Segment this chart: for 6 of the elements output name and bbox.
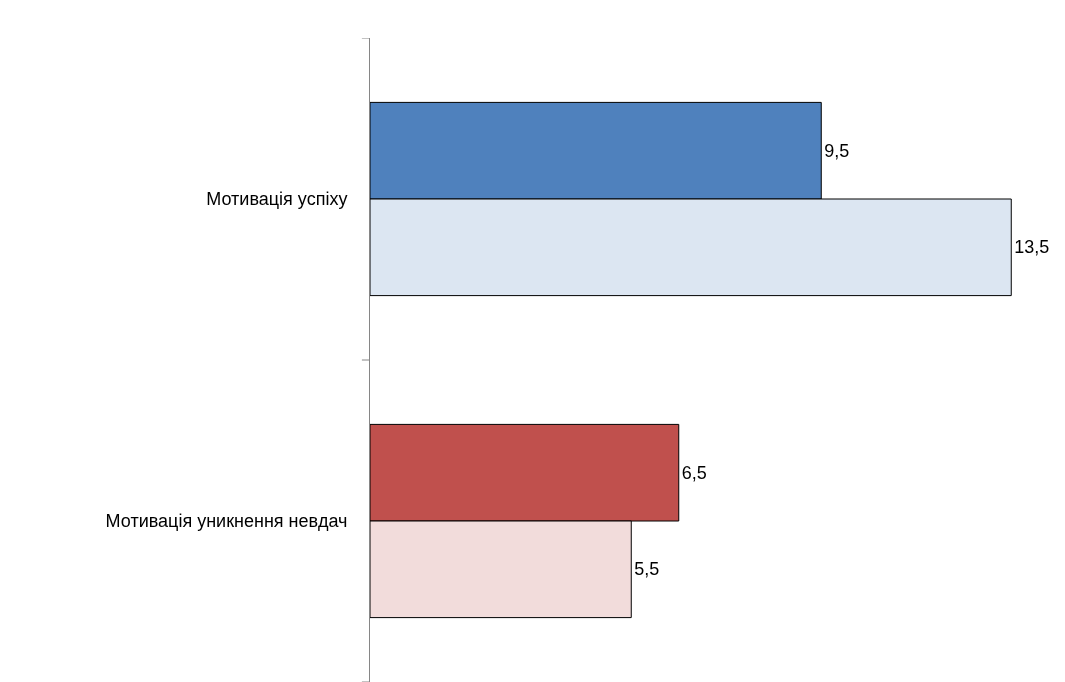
y-tick-label: Мотивація успіху (206, 189, 348, 210)
y-tick-label: Мотивація уникнення невдач (105, 511, 348, 532)
data-label: 5,5 (634, 559, 660, 580)
data-label: 6,5 (681, 462, 707, 483)
data-label: 9,5 (824, 140, 850, 161)
data-label: 13,5 (1014, 237, 1050, 258)
